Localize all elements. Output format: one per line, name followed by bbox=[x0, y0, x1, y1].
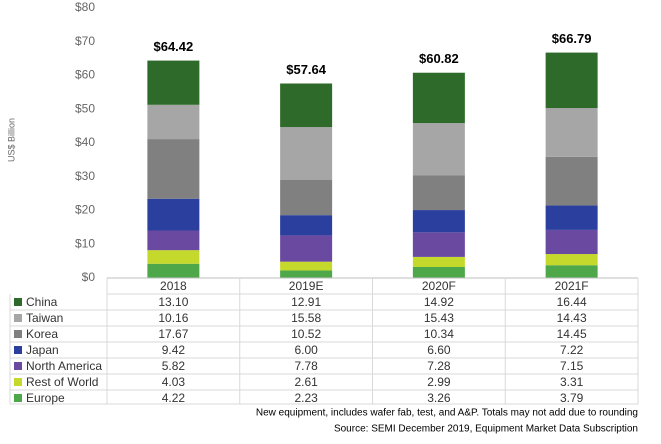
bar-segment bbox=[412, 266, 465, 278]
table-cell: 4.03 bbox=[162, 375, 186, 389]
bar-segment bbox=[412, 175, 465, 211]
legend-label: North America bbox=[26, 359, 102, 373]
table-cell: 7.28 bbox=[427, 359, 451, 373]
table-cell: 17.67 bbox=[158, 327, 188, 341]
table-cell: 9.42 bbox=[162, 343, 186, 357]
x-tick-label: 2018 bbox=[160, 279, 187, 293]
table-cell: 6.60 bbox=[427, 343, 451, 357]
bar-segment bbox=[147, 139, 200, 199]
total-label: $64.42 bbox=[153, 39, 193, 54]
x-tick-label: 2020F bbox=[422, 279, 456, 293]
legend-label: Taiwan bbox=[26, 311, 63, 325]
bar-segment bbox=[412, 232, 465, 257]
bar-segment bbox=[412, 210, 465, 233]
total-label: $57.64 bbox=[286, 62, 327, 77]
y-axis-title: US$ Billion bbox=[6, 118, 16, 162]
y-tick-label: $60 bbox=[75, 68, 95, 82]
bar-segment bbox=[280, 215, 333, 236]
bar-segment bbox=[147, 230, 200, 251]
bar-segment bbox=[280, 261, 333, 271]
bar-segment bbox=[545, 156, 598, 206]
y-tick-label: $0 bbox=[82, 270, 96, 284]
table-cell: 3.26 bbox=[427, 391, 451, 405]
table-cell: 13.10 bbox=[158, 295, 188, 309]
table-cell: 2.61 bbox=[294, 375, 318, 389]
bar-segment bbox=[147, 198, 200, 231]
legend-label: China bbox=[26, 295, 58, 309]
table-cell: 3.79 bbox=[560, 391, 584, 405]
table-cell: 14.43 bbox=[557, 311, 587, 325]
bar-segment bbox=[412, 72, 465, 124]
y-tick-label: $30 bbox=[75, 169, 95, 183]
bar-segment bbox=[147, 60, 200, 105]
legend-label: Japan bbox=[26, 343, 59, 357]
table-cell: 2.99 bbox=[427, 375, 451, 389]
table-cell: 7.15 bbox=[560, 359, 584, 373]
table-cell: 14.92 bbox=[424, 295, 454, 309]
legend-swatch bbox=[14, 346, 22, 354]
legend-swatch bbox=[14, 314, 22, 322]
legend-label: Korea bbox=[26, 327, 58, 341]
total-label: $66.79 bbox=[552, 31, 592, 46]
x-tick-label: 2021F bbox=[555, 279, 589, 293]
legend-label: Rest of World bbox=[26, 375, 98, 389]
y-tick-label: $10 bbox=[75, 236, 95, 250]
table-cell: 10.52 bbox=[291, 327, 321, 341]
bar-segment bbox=[412, 256, 465, 267]
bar-segment bbox=[545, 265, 598, 278]
table-cell: 15.43 bbox=[424, 311, 454, 325]
legend-swatch bbox=[14, 362, 22, 370]
bar-segment bbox=[545, 229, 598, 255]
bar-segment bbox=[280, 179, 333, 216]
table-cell: 15.58 bbox=[291, 311, 321, 325]
total-label: $60.82 bbox=[419, 51, 459, 66]
x-tick-label: 2019E bbox=[289, 279, 324, 293]
table-cell: 6.00 bbox=[294, 343, 318, 357]
bar-segment bbox=[545, 52, 598, 109]
table-cell: 7.78 bbox=[294, 359, 318, 373]
bar-segment bbox=[280, 270, 333, 278]
bar-segment bbox=[280, 235, 333, 262]
y-tick-label: $80 bbox=[75, 0, 95, 14]
bar-segment bbox=[545, 205, 598, 230]
bar-segment bbox=[545, 254, 598, 266]
legend-label: Europe bbox=[26, 391, 65, 405]
legend-swatch bbox=[14, 298, 22, 306]
legend-swatch bbox=[14, 330, 22, 338]
table-cell: 14.45 bbox=[557, 327, 587, 341]
table-cell: 2.23 bbox=[294, 391, 318, 405]
table-cell: 7.22 bbox=[560, 343, 584, 357]
table-cell: 4.22 bbox=[162, 391, 186, 405]
y-tick-label: $50 bbox=[75, 101, 95, 115]
footnote: New equipment, includes wafer fab, test,… bbox=[256, 408, 638, 419]
table-cell: 10.16 bbox=[158, 311, 188, 325]
table-cell: 3.31 bbox=[560, 375, 584, 389]
bar-segment bbox=[147, 250, 200, 264]
y-tick-label: $70 bbox=[75, 34, 95, 48]
bar-segment bbox=[280, 83, 333, 128]
bar-segment bbox=[147, 263, 200, 278]
table-cell: 10.34 bbox=[424, 327, 454, 341]
legend-swatch bbox=[14, 378, 22, 386]
bar-segment bbox=[545, 108, 598, 157]
source-note: Source: SEMI December 2019, Equipment Ma… bbox=[334, 424, 638, 435]
bar-segment bbox=[412, 123, 465, 176]
table-cell: 16.44 bbox=[557, 295, 587, 309]
bar-segment bbox=[280, 127, 333, 180]
table-cell: 5.82 bbox=[162, 359, 186, 373]
y-tick-label: $20 bbox=[75, 203, 95, 217]
bar-segment bbox=[147, 104, 200, 140]
legend-swatch bbox=[14, 394, 22, 402]
table-cell: 12.91 bbox=[291, 295, 321, 309]
y-tick-label: $40 bbox=[75, 135, 95, 149]
